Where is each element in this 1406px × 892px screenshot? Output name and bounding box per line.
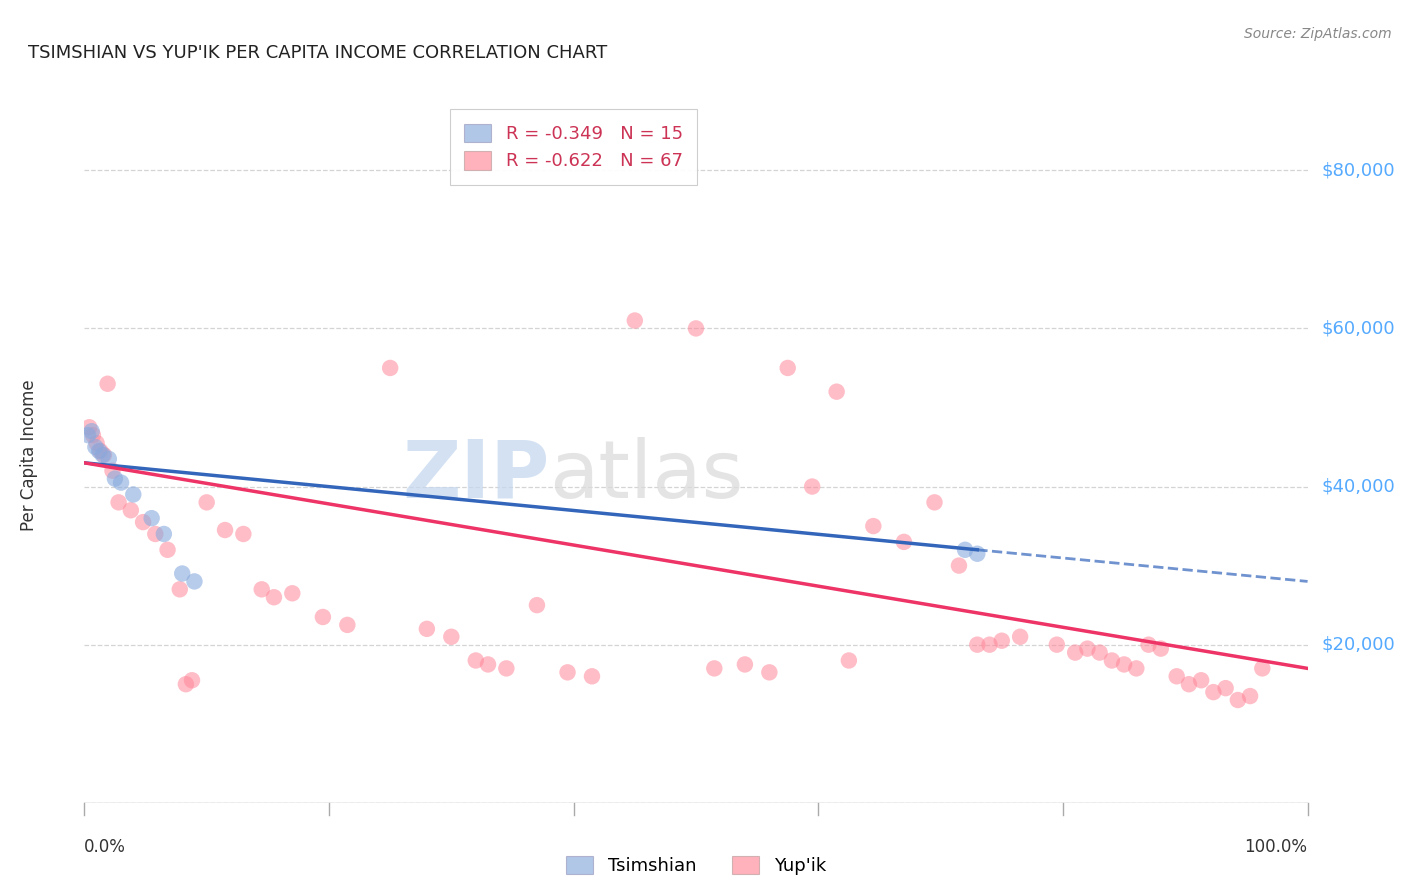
Point <box>776 361 799 376</box>
Point <box>966 547 988 561</box>
Text: $80,000: $80,000 <box>1322 161 1395 179</box>
Text: $40,000: $40,000 <box>1322 477 1395 496</box>
Text: $60,000: $60,000 <box>1322 319 1395 337</box>
Point <box>77 428 100 442</box>
Point <box>80 424 103 438</box>
Point <box>948 558 970 573</box>
Point <box>1125 661 1147 675</box>
Point <box>169 582 191 597</box>
Point <box>1046 638 1069 652</box>
Point <box>685 321 707 335</box>
Point <box>1088 646 1111 660</box>
Point <box>87 444 110 458</box>
Point <box>526 598 548 612</box>
Text: 0.0%: 0.0% <box>84 838 127 856</box>
Text: TSIMSHIAN VS YUP'IK PER CAPITA INCOME CORRELATION CHART: TSIMSHIAN VS YUP'IK PER CAPITA INCOME CO… <box>28 45 607 62</box>
Point <box>84 440 107 454</box>
Point <box>172 566 194 581</box>
Point <box>214 523 236 537</box>
Point <box>703 661 725 675</box>
Point <box>104 472 127 486</box>
Point <box>77 420 100 434</box>
Point <box>1114 657 1136 672</box>
Point <box>183 574 205 589</box>
Point <box>495 661 517 675</box>
Legend: Tsimshian, Yup'ik: Tsimshian, Yup'ik <box>557 847 835 884</box>
Text: ZIP: ZIP <box>402 437 550 515</box>
Point <box>82 428 104 442</box>
Point <box>86 436 108 450</box>
Point <box>1137 638 1160 652</box>
Point <box>624 313 647 327</box>
Point <box>97 376 120 391</box>
Point <box>380 361 402 376</box>
Point <box>250 582 273 597</box>
Point <box>143 527 166 541</box>
Point <box>312 610 335 624</box>
Point <box>156 542 179 557</box>
Text: $20,000: $20,000 <box>1322 636 1395 654</box>
Point <box>1076 641 1098 656</box>
Point <box>232 527 254 541</box>
Point <box>966 638 988 652</box>
Point <box>93 448 115 462</box>
Point <box>734 657 756 672</box>
Point <box>1202 685 1225 699</box>
Point <box>464 653 486 667</box>
Text: 100.0%: 100.0% <box>1244 838 1308 856</box>
Point <box>953 542 976 557</box>
Text: Per Capita Income: Per Capita Income <box>20 379 38 531</box>
Point <box>1064 646 1087 660</box>
Point <box>195 495 218 509</box>
Point <box>477 657 499 672</box>
Point <box>1189 673 1212 688</box>
Point <box>581 669 603 683</box>
Point <box>1178 677 1201 691</box>
Point <box>107 495 129 509</box>
Point <box>801 479 824 493</box>
Point <box>924 495 946 509</box>
Point <box>416 622 439 636</box>
Point <box>132 515 155 529</box>
Point <box>336 618 359 632</box>
Point <box>1101 653 1123 667</box>
Point <box>1166 669 1188 683</box>
Point <box>263 591 285 605</box>
Point <box>1251 661 1274 675</box>
Point <box>153 527 176 541</box>
Point <box>893 535 915 549</box>
Text: atlas: atlas <box>550 437 744 515</box>
Point <box>825 384 848 399</box>
Point <box>97 451 120 466</box>
Point <box>89 444 111 458</box>
Point <box>1215 681 1237 695</box>
Point <box>110 475 132 490</box>
Point <box>838 653 860 667</box>
Point <box>181 673 204 688</box>
Point <box>1239 689 1261 703</box>
Point <box>1226 693 1249 707</box>
Point <box>281 586 304 600</box>
Point <box>1150 641 1173 656</box>
Point <box>979 638 1001 652</box>
Point <box>122 487 145 501</box>
Text: Source: ZipAtlas.com: Source: ZipAtlas.com <box>1244 27 1392 41</box>
Point <box>440 630 463 644</box>
Point <box>862 519 884 533</box>
Point <box>990 633 1012 648</box>
Point <box>758 665 780 680</box>
Point <box>1010 630 1032 644</box>
Point <box>141 511 163 525</box>
Point <box>174 677 197 691</box>
Point <box>101 464 124 478</box>
Point <box>91 448 114 462</box>
Point <box>120 503 142 517</box>
Point <box>557 665 579 680</box>
